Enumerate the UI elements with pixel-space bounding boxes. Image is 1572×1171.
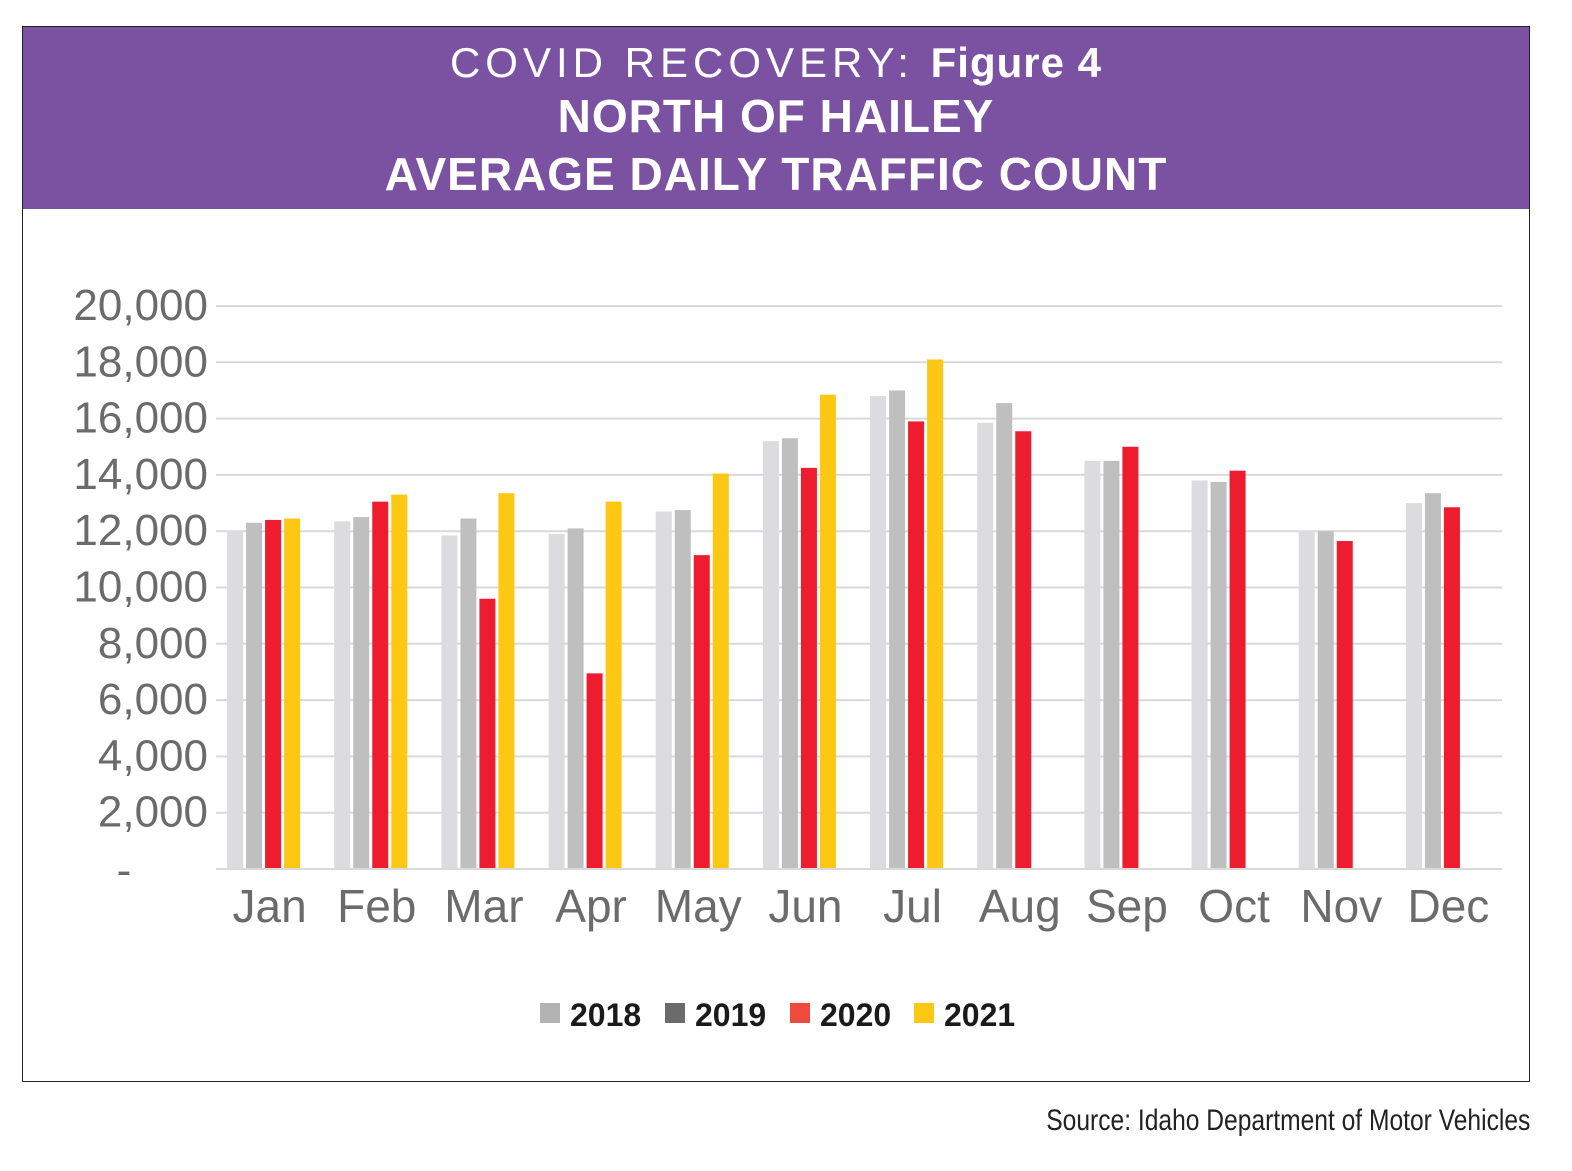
bar-2019-may (674, 510, 691, 869)
bar-2020-mar (479, 598, 496, 869)
x-tick-label: Aug (979, 880, 1061, 932)
bar-2018-sep (1084, 460, 1101, 869)
bar-2018-mar (441, 535, 458, 869)
bar-2021-jul (927, 359, 944, 869)
legend-swatch-2018 (540, 1003, 560, 1023)
y-tick-label: 10,000 (73, 563, 208, 612)
bar-2020-jun (800, 467, 817, 869)
bar-2020-sep (1122, 446, 1139, 869)
y-tick-label: 6,000 (98, 675, 208, 724)
y-tick-label: 12,000 (73, 506, 208, 555)
x-tick-label: Jul (883, 880, 942, 932)
bar-2019-feb (353, 517, 370, 869)
bar-2018-feb (334, 521, 351, 869)
bar-2021-feb (391, 494, 408, 869)
chart-title-line-1: NORTH OF HAILEY (557, 90, 995, 142)
legend-label-2019: 2019 (695, 997, 766, 1033)
y-tick-label: 8,000 (98, 619, 208, 668)
bar-2020-dec (1443, 507, 1460, 869)
legend-label-2018: 2018 (570, 997, 641, 1033)
figure-heading: COVID RECOVERY: Figure 4 (23, 39, 1529, 87)
x-tick-label: Apr (555, 880, 627, 932)
bar-2020-nov (1336, 541, 1353, 869)
y-tick-label: 16,000 (73, 394, 208, 443)
bar-2020-may (693, 555, 710, 869)
bar-2019-dec (1424, 493, 1441, 869)
figure-kicker: COVID RECOVERY: (449, 39, 914, 86)
bar-2018-apr (548, 534, 565, 869)
bar-2018-nov (1298, 531, 1315, 869)
bar-2020-aug (1015, 431, 1032, 869)
y-tick-label: 20,000 (73, 281, 208, 330)
bar-2020-oct (1229, 470, 1246, 869)
bar-2018-jul (870, 396, 887, 869)
bar-2021-jun (819, 394, 836, 869)
x-tick-label: Mar (444, 880, 523, 932)
bar-2019-sep (1103, 460, 1120, 869)
bar-2019-jul (889, 390, 906, 869)
bar-2020-jul (908, 421, 925, 869)
bar-2018-jan (227, 531, 244, 869)
x-tick-label: Jun (768, 880, 842, 932)
bar-2018-dec (1405, 503, 1422, 869)
bar-2021-may (712, 473, 729, 869)
x-tick-label: Oct (1198, 880, 1270, 932)
legend-swatch-2020 (790, 1003, 810, 1023)
legend-label-2021: 2021 (944, 997, 1015, 1033)
y-tick-label: 2,000 (98, 788, 208, 837)
bar-2019-nov (1317, 531, 1334, 869)
legend-label-2020: 2020 (820, 997, 891, 1033)
bar-2019-mar (460, 518, 477, 869)
source-note: Source: Idaho Department of Motor Vehicl… (1045, 1104, 1530, 1137)
bar-2021-apr (605, 501, 622, 869)
x-tick-label: Nov (1300, 880, 1382, 932)
title-banner: COVID RECOVERY: Figure 4 NORTH OF HAILEY… (23, 27, 1529, 209)
bar-2019-jun (781, 438, 798, 869)
bar-2020-apr (586, 673, 603, 869)
x-tick-label: May (655, 880, 742, 932)
x-tick-label: Jan (232, 880, 306, 932)
bar-2019-oct (1210, 481, 1227, 869)
bar-2018-aug (977, 422, 994, 869)
y-tick-label: 4,000 (98, 731, 208, 780)
x-tick-label: Feb (337, 880, 416, 932)
legend-swatch-2019 (665, 1003, 685, 1023)
x-tick-label: Dec (1408, 880, 1490, 932)
y-tick-label: - (117, 846, 132, 895)
bar-2021-jan (284, 518, 301, 869)
bar-2019-aug (996, 403, 1013, 869)
x-tick-label: Sep (1086, 880, 1168, 932)
y-tick-label: 18,000 (73, 337, 208, 386)
bar-2020-jan (265, 519, 282, 869)
y-tick-label: 14,000 (73, 450, 208, 499)
bar-2018-jun (762, 441, 779, 869)
bar-2019-jan (246, 522, 263, 869)
bar-2018-oct (1191, 480, 1208, 869)
chart-title-line-2: AVERAGE DAILY TRAFFIC COUNT (384, 148, 1168, 200)
bar-2019-apr (567, 528, 584, 869)
bar-2021-mar (498, 493, 515, 869)
bar-2018-may (655, 511, 672, 869)
bar-2020-feb (372, 501, 389, 869)
figure-label: Figure 4 (930, 39, 1103, 86)
legend-swatch-2021 (914, 1003, 934, 1023)
